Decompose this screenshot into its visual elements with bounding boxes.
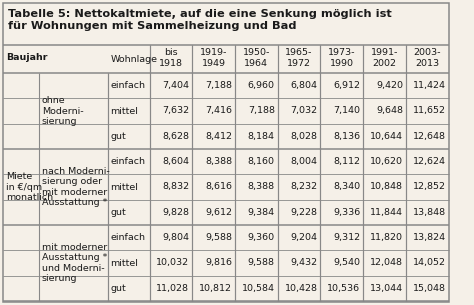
Text: Miete
in €/qm
monatlich: Miete in €/qm monatlich: [6, 172, 53, 202]
Text: 1991-
2002: 1991- 2002: [371, 48, 398, 68]
Text: 9,804: 9,804: [163, 233, 190, 242]
Text: 9,336: 9,336: [333, 208, 360, 217]
Text: 8,832: 8,832: [162, 182, 190, 192]
Text: 8,004: 8,004: [291, 157, 318, 166]
Text: 15,048: 15,048: [413, 284, 446, 293]
Text: 9,228: 9,228: [291, 208, 318, 217]
Text: 9,204: 9,204: [291, 233, 318, 242]
Text: 7,416: 7,416: [205, 106, 232, 116]
Text: gut: gut: [110, 132, 126, 141]
Text: 8,136: 8,136: [333, 132, 360, 141]
Text: 12,048: 12,048: [370, 259, 403, 267]
Text: 13,044: 13,044: [370, 284, 403, 293]
Text: 10,428: 10,428: [284, 284, 318, 293]
Text: 10,620: 10,620: [370, 157, 403, 166]
Text: 9,384: 9,384: [248, 208, 275, 217]
Text: 7,188: 7,188: [205, 81, 232, 90]
Text: 1919-
1949: 1919- 1949: [200, 48, 227, 68]
Text: mittel: mittel: [110, 182, 138, 192]
Text: 7,632: 7,632: [162, 106, 190, 116]
Text: 9,816: 9,816: [205, 259, 232, 267]
Text: ohne
Moderni-
sierung: ohne Moderni- sierung: [42, 96, 83, 126]
Text: 11,028: 11,028: [156, 284, 190, 293]
Text: einfach: einfach: [110, 157, 146, 166]
Text: bis
1918: bis 1918: [159, 48, 183, 68]
Text: 10,644: 10,644: [370, 132, 403, 141]
Text: mittel: mittel: [110, 259, 138, 267]
Text: 7,032: 7,032: [291, 106, 318, 116]
Text: 9,828: 9,828: [163, 208, 190, 217]
Text: 9,612: 9,612: [205, 208, 232, 217]
Text: 10,536: 10,536: [327, 284, 360, 293]
Text: 2003-
2013: 2003- 2013: [413, 48, 441, 68]
Text: Tabelle 5: Nettokaltmiete, auf die eine Senkung möglich ist
für Wohnungen mit Sa: Tabelle 5: Nettokaltmiete, auf die eine …: [8, 9, 392, 31]
Text: 11,652: 11,652: [413, 106, 446, 116]
Text: einfach: einfach: [110, 233, 146, 242]
Text: 8,028: 8,028: [291, 132, 318, 141]
Text: 8,232: 8,232: [291, 182, 318, 192]
Text: mit moderner
Ausstattung *
und Moderni-
sierung: mit moderner Ausstattung * und Moderni- …: [42, 243, 107, 283]
Text: 11,820: 11,820: [370, 233, 403, 242]
Text: 6,912: 6,912: [333, 81, 360, 90]
Text: 9,588: 9,588: [205, 233, 232, 242]
Text: 11,424: 11,424: [413, 81, 446, 90]
Text: mittel: mittel: [110, 106, 138, 116]
Text: 10,032: 10,032: [156, 259, 190, 267]
Text: 7,140: 7,140: [333, 106, 360, 116]
Text: 6,960: 6,960: [248, 81, 275, 90]
Text: 8,160: 8,160: [248, 157, 275, 166]
Text: 10,848: 10,848: [370, 182, 403, 192]
Text: gut: gut: [110, 284, 126, 293]
Text: 12,852: 12,852: [413, 182, 446, 192]
Text: Baujahr: Baujahr: [6, 52, 47, 62]
Text: 7,404: 7,404: [163, 81, 190, 90]
Text: 6,804: 6,804: [291, 81, 318, 90]
Text: 8,412: 8,412: [205, 132, 232, 141]
Text: 1973-
1990: 1973- 1990: [328, 48, 356, 68]
Text: 9,360: 9,360: [248, 233, 275, 242]
Text: nach Moderni-
sierung oder
mit moderner
Ausstattung *: nach Moderni- sierung oder mit moderner …: [42, 167, 109, 207]
Text: gut: gut: [110, 208, 126, 217]
Text: 8,616: 8,616: [205, 182, 232, 192]
Text: 8,388: 8,388: [205, 157, 232, 166]
Text: 8,388: 8,388: [248, 182, 275, 192]
Text: 8,628: 8,628: [163, 132, 190, 141]
Text: 8,340: 8,340: [333, 182, 360, 192]
Text: 9,432: 9,432: [291, 259, 318, 267]
Text: 9,588: 9,588: [248, 259, 275, 267]
Text: 10,812: 10,812: [199, 284, 232, 293]
Text: 1950-
1964: 1950- 1964: [243, 48, 270, 68]
Text: 11,844: 11,844: [370, 208, 403, 217]
Text: einfach: einfach: [110, 81, 146, 90]
Text: 9,648: 9,648: [376, 106, 403, 116]
Text: 12,648: 12,648: [413, 132, 446, 141]
Text: 10,584: 10,584: [242, 284, 275, 293]
Text: 12,624: 12,624: [413, 157, 446, 166]
Text: 8,112: 8,112: [333, 157, 360, 166]
Text: 13,824: 13,824: [412, 233, 446, 242]
Text: 1965-
1972: 1965- 1972: [285, 48, 313, 68]
Text: 8,184: 8,184: [248, 132, 275, 141]
Text: 13,848: 13,848: [412, 208, 446, 217]
Text: 14,052: 14,052: [413, 259, 446, 267]
Text: 9,420: 9,420: [376, 81, 403, 90]
Text: 9,540: 9,540: [333, 259, 360, 267]
Text: Wohnlage: Wohnlage: [110, 55, 157, 63]
Text: 8,604: 8,604: [163, 157, 190, 166]
Text: 7,188: 7,188: [248, 106, 275, 116]
Text: 9,312: 9,312: [333, 233, 360, 242]
